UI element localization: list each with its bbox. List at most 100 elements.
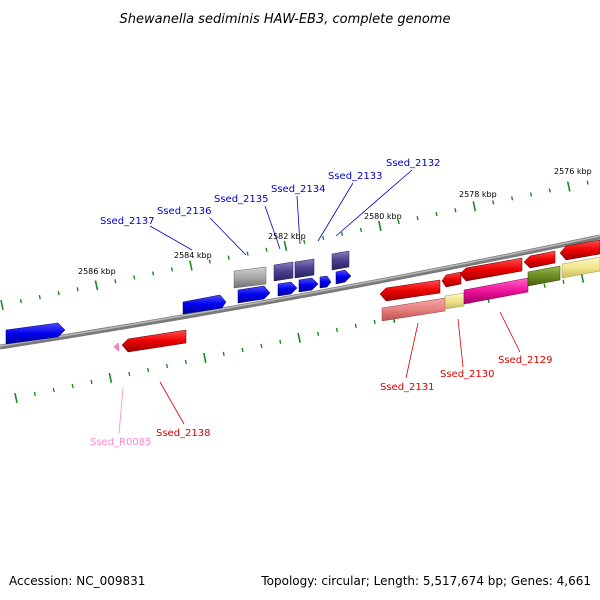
lower-scale-tick	[335, 327, 339, 332]
connector-ssed-2136	[209, 217, 247, 256]
label-ssed-r0085[interactable]: Ssed_R0085	[90, 437, 151, 448]
gene-small-blue-2[interactable]	[298, 277, 319, 293]
lower-scale-tick	[128, 371, 131, 377]
tick-label-2576: 2576 kbp	[554, 167, 592, 176]
gene-ssed-2131[interactable]	[381, 297, 446, 322]
gene-small-red[interactable]	[441, 271, 462, 288]
upper-scale-tick	[397, 219, 400, 225]
gene-red-right[interactable]	[559, 239, 600, 261]
upper-scale-tick	[265, 247, 268, 252]
gene-ssed-2134[interactable]	[273, 261, 294, 282]
upper-scale-tick	[94, 280, 99, 291]
label-ssed-2131[interactable]: Ssed_2131	[380, 382, 435, 393]
lower-scale-tick	[317, 331, 320, 336]
gene-ssed-2133[interactable]	[331, 250, 350, 271]
lower-scale-tick	[184, 359, 187, 365]
gene-ssed-2137[interactable]	[182, 294, 227, 315]
connector-ssed-2138	[159, 381, 185, 425]
gene-ssed-2136[interactable]	[237, 285, 271, 304]
gene-ssed-r0085[interactable]	[113, 342, 120, 352]
gene-ssed-2130[interactable]	[444, 292, 465, 310]
gene-olive[interactable]	[527, 265, 561, 287]
tick-label-2582: 2582 kbp	[268, 232, 306, 241]
lower-scale-tick	[562, 279, 565, 284]
lower-scale-tick	[71, 383, 74, 389]
upper-scale-tick	[170, 267, 174, 272]
upper-scale-tick	[529, 192, 533, 197]
upper-scale-tick	[19, 298, 22, 304]
upper-scale-tick	[303, 239, 306, 244]
reverse-strand-genes	[113, 239, 600, 353]
scale-labels: 2586 kbp 2584 kbp 2582 kbp 2580 kbp 2578…	[78, 167, 592, 276]
lower-scale-tick	[260, 343, 263, 348]
gene-red-short[interactable]	[523, 250, 556, 269]
lower-scale-tick	[241, 347, 244, 353]
label-ssed-2132[interactable]: Ssed_2132	[386, 158, 441, 169]
lower-scale-tick	[543, 283, 546, 288]
lower-scale-tick	[90, 379, 93, 385]
lower-scale-tick	[373, 319, 376, 324]
label-connectors	[118, 169, 521, 434]
gene-yellow-right[interactable]	[561, 256, 600, 279]
gene-ssed-2134b[interactable]	[294, 258, 315, 279]
label-ssed-2133[interactable]: Ssed_2133	[328, 171, 383, 182]
lower-scale-tick	[222, 351, 225, 357]
lower-scale-tick	[354, 323, 357, 328]
upper-scale-tick	[340, 231, 344, 237]
gene-ssed-2131-upper[interactable]	[379, 279, 441, 302]
connector-ssed-r0085	[118, 387, 124, 434]
lower-scale-tick	[108, 372, 113, 383]
upper-scale-tick	[189, 260, 193, 271]
label-ssed-2135[interactable]: Ssed_2135	[214, 194, 269, 205]
gene-red-long[interactable]	[459, 257, 523, 282]
upper-scale-tick	[586, 180, 589, 185]
gene-labels: Ssed_2137 Ssed_2136 Ssed_2135 Ssed_2134 …	[90, 158, 553, 448]
tick-label-2580: 2580 kbp	[364, 212, 402, 221]
accession-text: Accession: NC_009831	[9, 574, 145, 588]
upper-scale-tick	[57, 291, 60, 296]
gene-small-blue-3[interactable]	[319, 275, 332, 289]
forward-strand-genes	[5, 250, 352, 345]
upper-scale-tick	[566, 181, 571, 192]
lower-scale-tick	[33, 391, 36, 397]
lower-scale-tick	[165, 363, 169, 369]
gene-left-blue[interactable]	[5, 322, 66, 345]
tick-label-2586: 2586 kbp	[78, 267, 116, 276]
upper-scale-tick	[454, 208, 457, 213]
upper-scale-tick	[378, 220, 382, 232]
label-ssed-2130[interactable]: Ssed_2130	[440, 369, 495, 380]
label-ssed-2129[interactable]: Ssed_2129	[498, 355, 553, 366]
upper-scale-tick	[208, 259, 211, 264]
lower-scale-tick	[279, 339, 282, 344]
upper-scale-tick	[133, 275, 136, 280]
label-ssed-2134[interactable]: Ssed_2134	[271, 184, 326, 195]
upper-scale-tick	[322, 235, 325, 240]
label-ssed-2136[interactable]: Ssed_2136	[157, 206, 212, 217]
label-ssed-2137[interactable]: Ssed_2137	[100, 216, 155, 227]
connector-ssed-2129	[499, 311, 521, 353]
genome-backbone	[0, 234, 600, 350]
lower-scale-tick	[14, 392, 18, 404]
connector-ssed-2133	[317, 182, 354, 242]
map-title: Shewanella sediminis HAW-EB3, complete g…	[120, 12, 451, 27]
gene-ssed-2129[interactable]	[463, 277, 529, 305]
connector-ssed-2137	[149, 225, 193, 251]
upper-scale-tick	[435, 212, 438, 217]
upper-scale-tick	[246, 251, 249, 256]
label-ssed-2138[interactable]: Ssed_2138	[156, 428, 211, 439]
connector-ssed-2134	[296, 195, 301, 245]
lower-scale-tick	[147, 367, 150, 373]
upper-scale-tick	[114, 279, 117, 284]
connector-ssed-2135	[264, 205, 281, 250]
gene-ssed-2138[interactable]	[121, 329, 187, 353]
upper-scale-tick	[359, 227, 363, 233]
gene-small-blue-4[interactable]	[335, 269, 352, 285]
upper-scale-tick	[0, 299, 4, 311]
gene-ssed-2135-rna[interactable]	[233, 266, 267, 289]
lower-scale-tick	[297, 332, 301, 343]
gene-small-blue-1[interactable]	[277, 281, 298, 297]
upper-scale-tick	[152, 271, 155, 276]
upper-scale-tick	[548, 188, 551, 193]
lower-scale-tick	[52, 387, 55, 393]
